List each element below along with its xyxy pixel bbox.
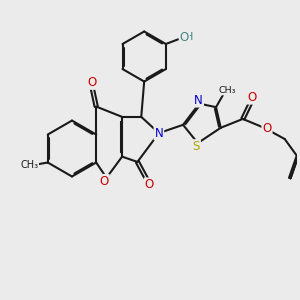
Text: O: O [87, 76, 96, 89]
Text: CH₃: CH₃ [20, 160, 38, 170]
Text: O: O [262, 122, 272, 135]
Text: O: O [248, 91, 257, 103]
Text: S: S [193, 140, 200, 153]
Text: N: N [154, 127, 163, 140]
Text: N: N [194, 94, 203, 106]
Text: O: O [145, 178, 154, 191]
Text: O: O [180, 31, 189, 44]
Text: CH₃: CH₃ [218, 85, 236, 94]
Text: H: H [185, 32, 194, 42]
Text: O: O [100, 175, 109, 188]
